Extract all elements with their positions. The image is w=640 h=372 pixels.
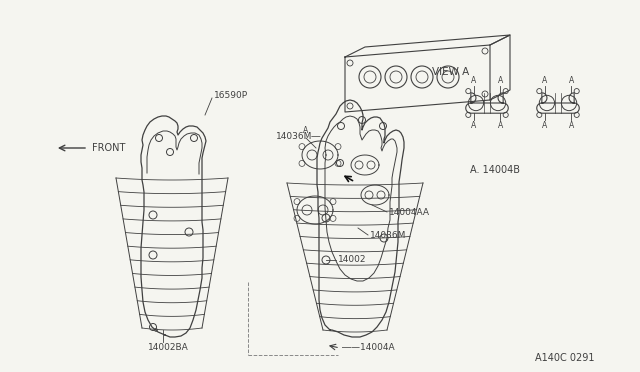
Text: A: A — [471, 121, 476, 130]
Text: A140C 0291: A140C 0291 — [536, 353, 595, 363]
Text: 14036M: 14036M — [370, 231, 406, 240]
Text: 14004AA: 14004AA — [389, 208, 430, 217]
Text: 14002: 14002 — [338, 256, 367, 264]
Text: A. 14004B: A. 14004B — [470, 165, 520, 175]
Text: 14036M―: 14036M― — [276, 131, 321, 141]
Text: ―—14004A: ―—14004A — [342, 343, 395, 353]
Text: A: A — [498, 76, 503, 85]
Text: A: A — [542, 121, 547, 130]
Text: VIEW A: VIEW A — [432, 67, 469, 77]
Text: 14002BA: 14002BA — [148, 343, 189, 353]
Text: A: A — [498, 121, 503, 130]
Text: A: A — [568, 121, 574, 130]
Text: A: A — [471, 76, 476, 85]
Text: FRONT: FRONT — [92, 143, 125, 153]
Text: A: A — [542, 76, 547, 85]
Text: 16590P: 16590P — [214, 90, 248, 99]
Text: A: A — [303, 125, 308, 135]
Text: A: A — [568, 76, 574, 85]
